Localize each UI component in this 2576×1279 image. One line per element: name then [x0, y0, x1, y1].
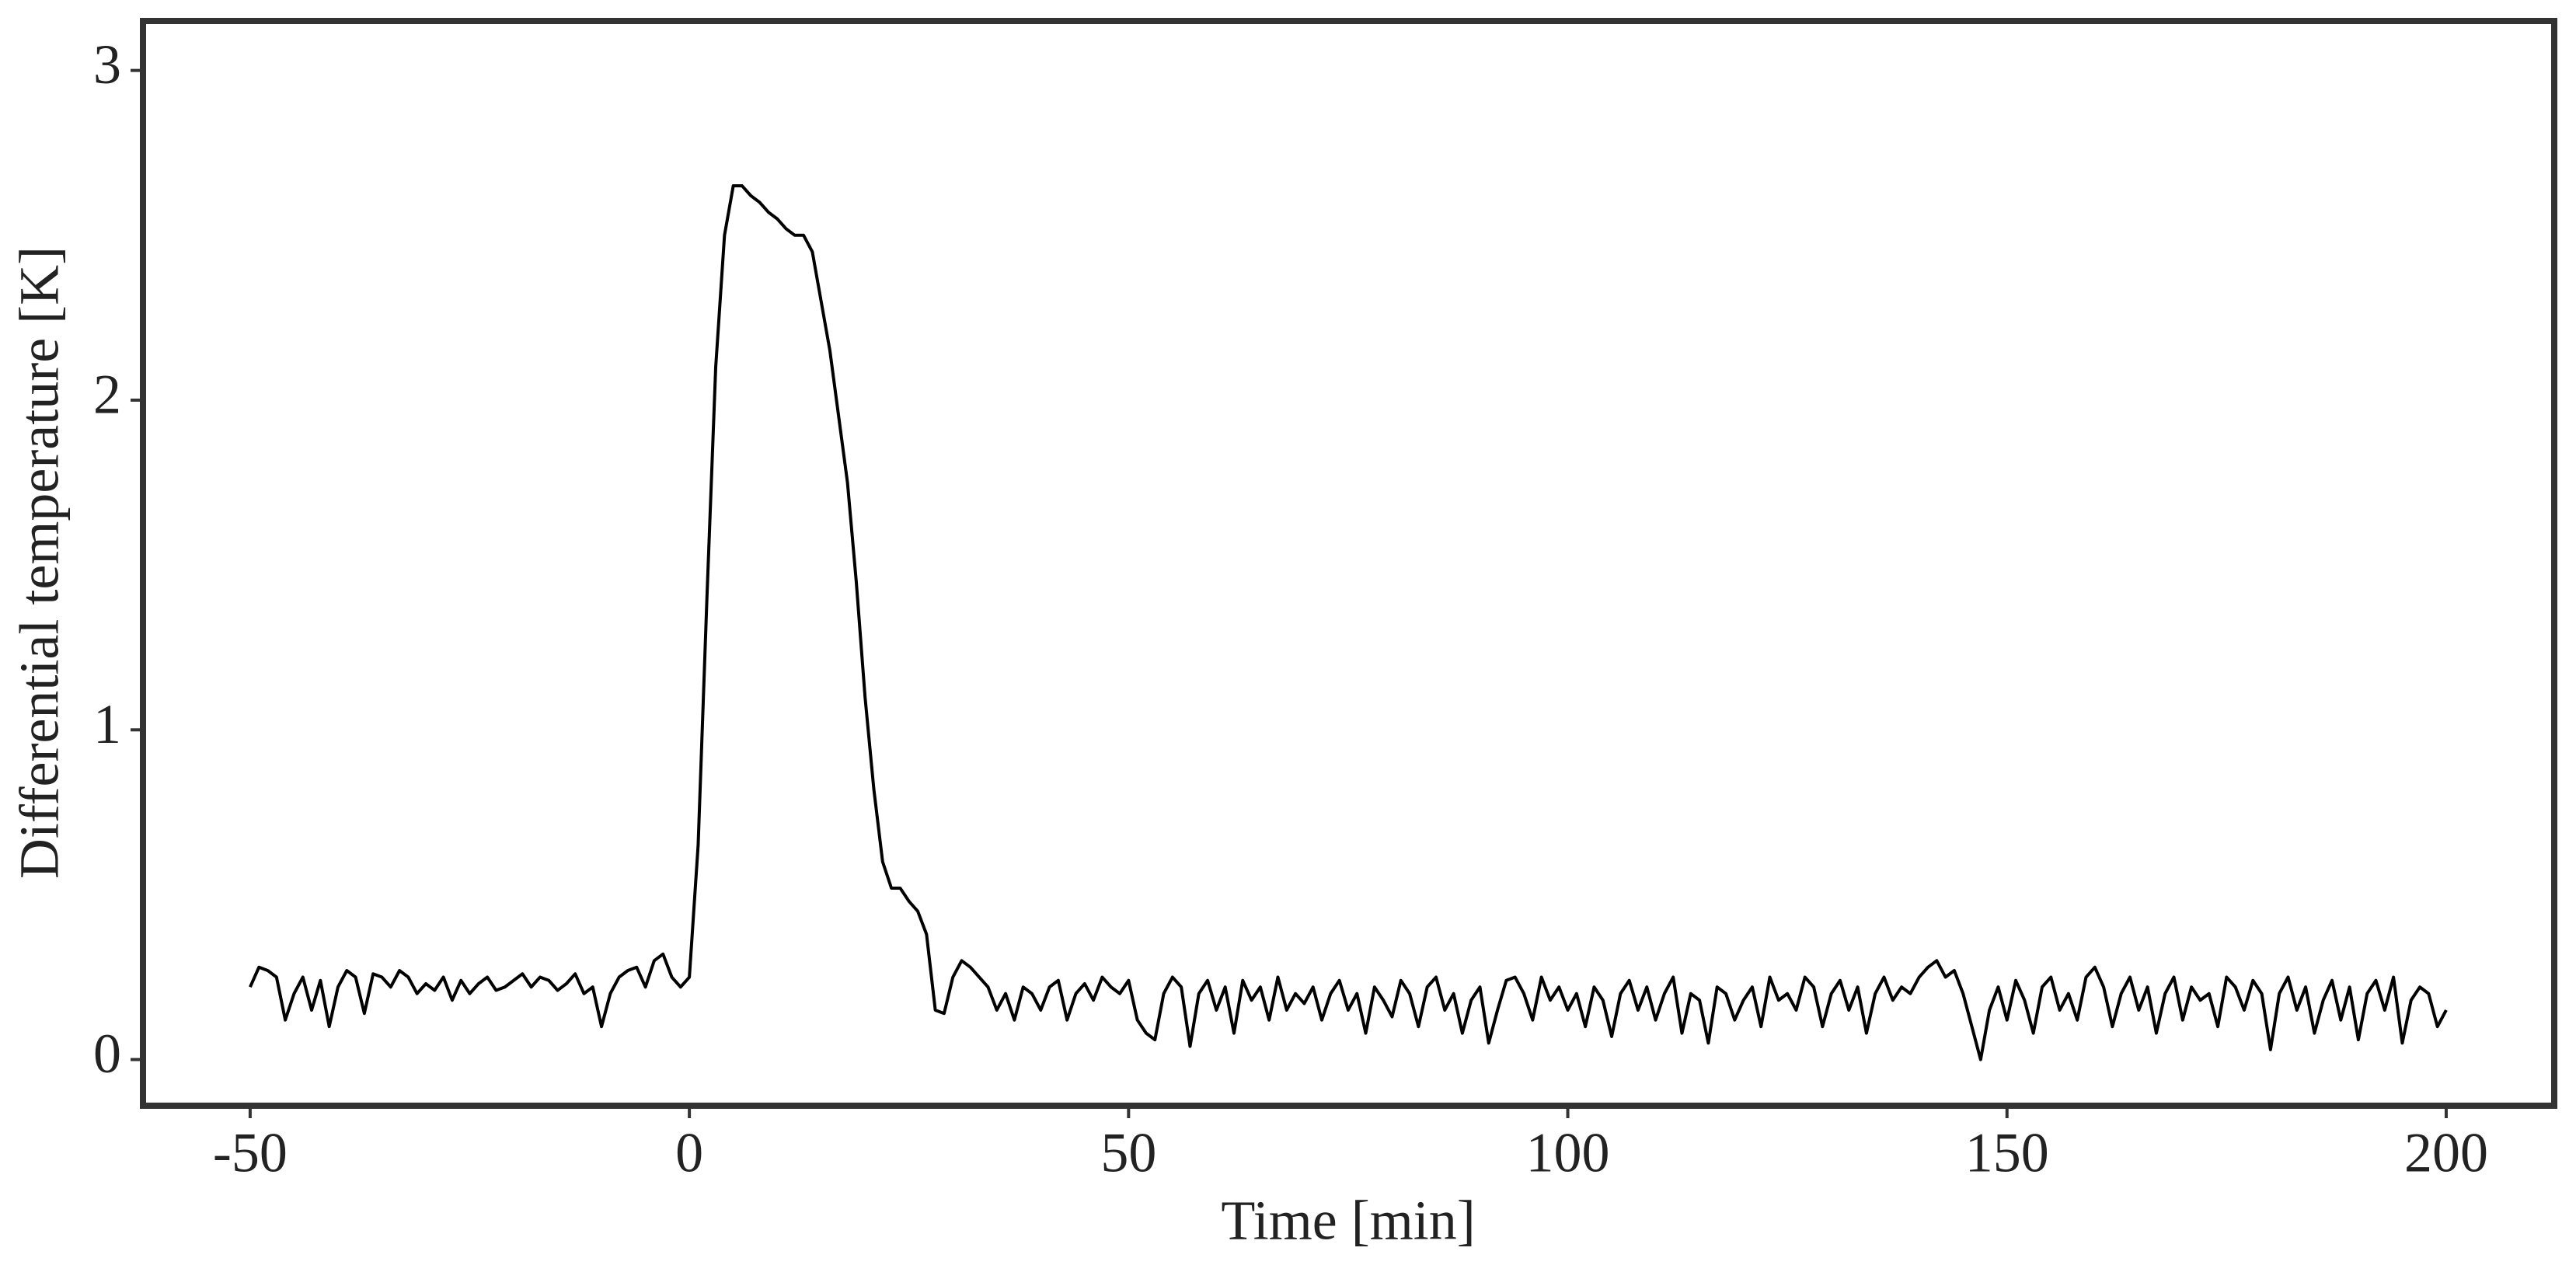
x-tick-label: 150	[1965, 1122, 2049, 1184]
y-tick-label: 2	[93, 363, 121, 425]
x-tick-label: -50	[213, 1122, 288, 1184]
y-tick-label: 0	[93, 1023, 121, 1085]
x-tick-label: 200	[2404, 1122, 2488, 1184]
y-tick-label: 3	[93, 33, 121, 96]
y-axis-label: Differential temperature [K]	[9, 246, 71, 879]
x-tick-label: 50	[1100, 1122, 1156, 1184]
x-tick-label: 0	[675, 1122, 703, 1184]
plot-frame	[140, 18, 2557, 1109]
x-tick-label: 100	[1526, 1122, 1610, 1184]
y-tick-label: 1	[93, 693, 121, 755]
x-axis-label: Time [min]	[1221, 1190, 1475, 1252]
data-line	[249, 184, 2448, 1061]
